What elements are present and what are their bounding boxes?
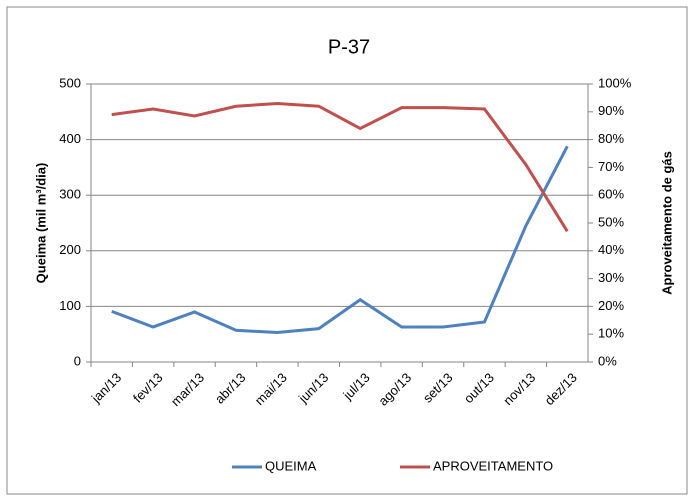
y2-tick-label: 70% [598,159,624,174]
y2-tick-label: 20% [598,298,624,313]
y2-tick-label: 80% [598,131,624,146]
series-line [111,101,569,233]
y-tick-label: 200 [59,242,81,257]
y-tick-label: 300 [59,187,81,202]
series-line [111,145,569,335]
y2-tick-label: 100% [598,75,632,90]
y2-axis-label: Aproveitamento de gás [659,151,674,295]
y-tick-label: 500 [59,75,81,90]
y2-tick-label: 40% [598,242,624,257]
y-tick-label: 400 [59,131,81,146]
chart-title: P-37 [328,36,370,58]
y-tick-label: 0 [74,353,81,368]
legend-label: QUEIMA [265,458,317,473]
legend-label: APROVEITAMENTO [433,458,553,473]
y2-tick-label: 0% [598,353,617,368]
y2-tick-label: 10% [598,326,624,341]
y-tick-label: 100 [59,298,81,313]
y-axis-label: Queima (mil m³/dia) [33,163,48,284]
y2-tick-label: 50% [598,214,624,229]
y2-tick-label: 30% [598,270,624,285]
y2-tick-label: 90% [598,103,624,118]
y2-tick-label: 60% [598,187,624,202]
